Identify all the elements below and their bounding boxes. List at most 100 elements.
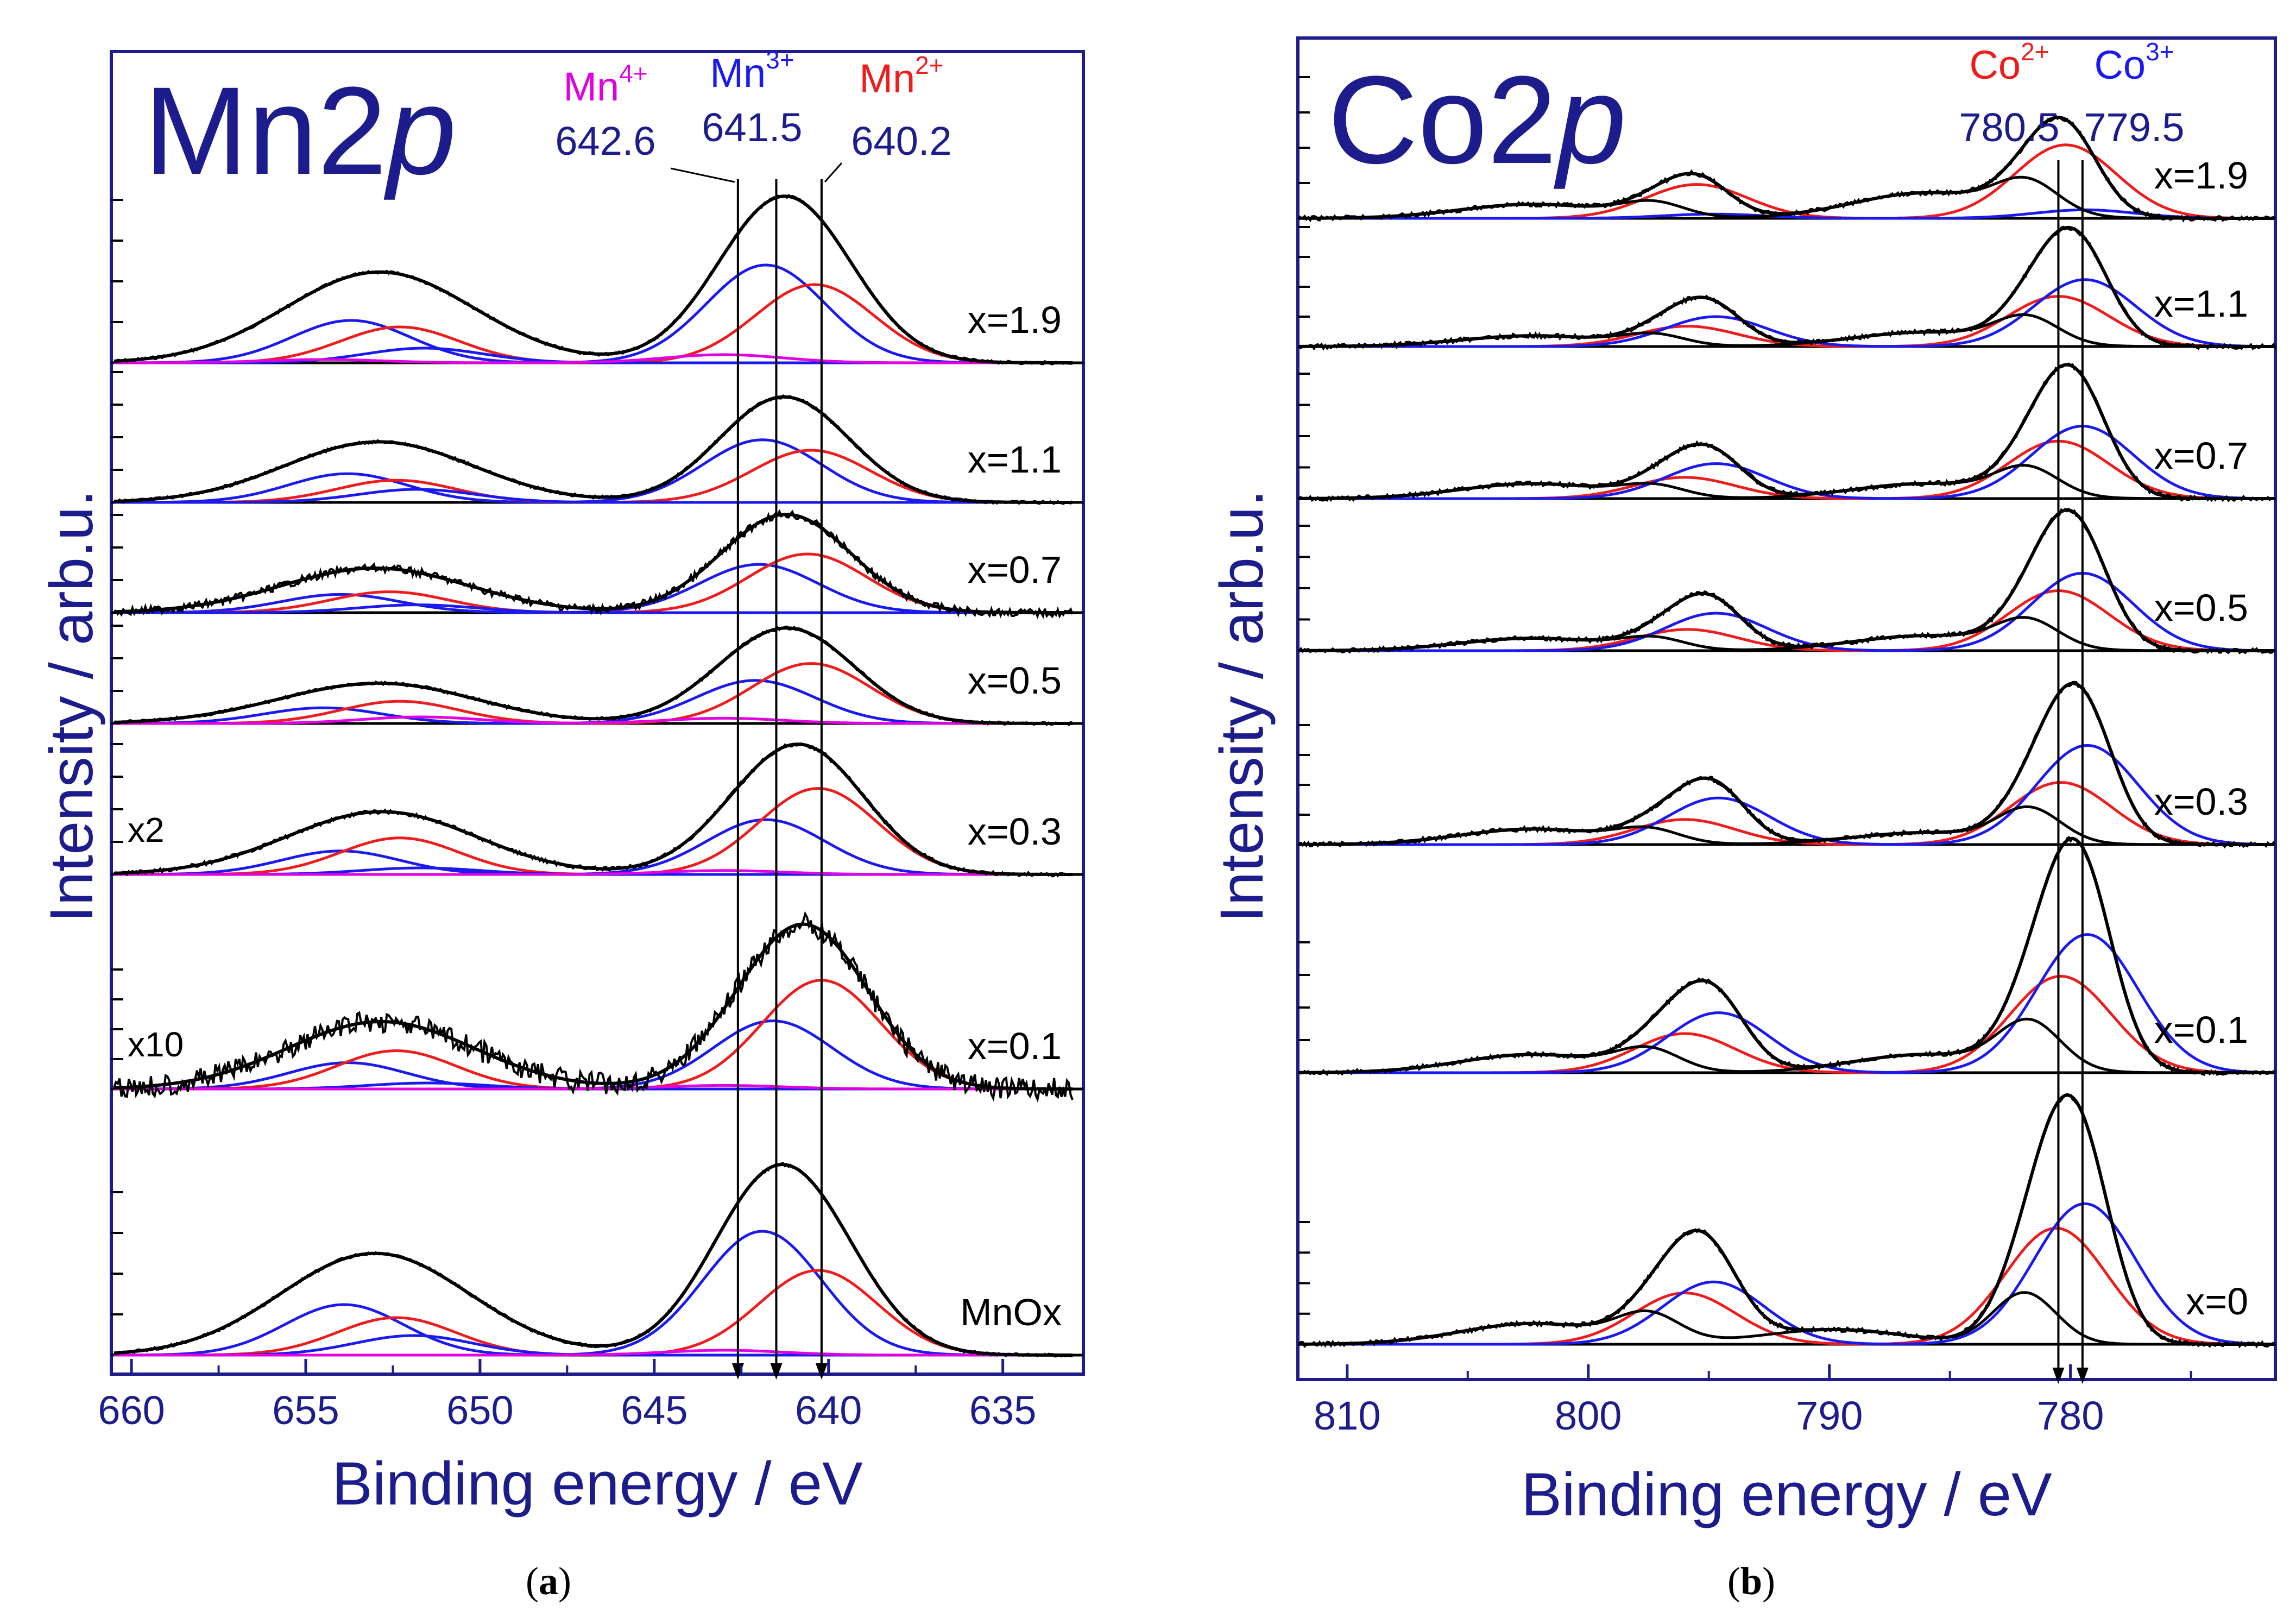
panel-b-co2p: x=1.9 x=1.1 x=0.7 x=0.5 x=0.3 x=0.1 x=0 Co2+ 78…	[1208, 36, 2277, 1603]
spectrum-label: x=1.1	[2154, 282, 2248, 325]
spectrum-x=0.1: x=0.1 x10	[111, 911, 1083, 1103]
experimental-curve	[1298, 362, 2276, 502]
marker-leader	[824, 162, 843, 182]
experimental-curve	[113, 509, 1074, 620]
panel-a-peak-markers: Mn4+ 642.6 Mn3+ 641.5 Mn2+ 640.2	[555, 46, 952, 1380]
experimental-curve	[1298, 1092, 2276, 1349]
x-tick-label: 640	[795, 1388, 862, 1433]
marker-energy-label: 779.5	[2084, 105, 2184, 150]
marker-species-label: Co3+	[2094, 37, 2174, 87]
spectrum-label: x=1.9	[2154, 154, 2248, 197]
spectrum-x=0.7: x=0.7	[111, 509, 1083, 620]
x-tick-label: 780	[2037, 1393, 2104, 1438]
panel-b-spectra: x=1.9 x=1.1 x=0.7 x=0.5 x=0.3 x=0.1 x=0	[1298, 76, 2276, 1349]
spectrum-x=1.1: x=1.1	[111, 371, 1083, 505]
peak-marker-Mn2+: Mn2+ 640.2	[815, 51, 952, 1380]
spectrum-label: x=0.1	[968, 1025, 1062, 1067]
panel-b-x-axis-label: Binding energy / eV	[1521, 1460, 2052, 1528]
fit-envelope	[113, 922, 1073, 1091]
component-Mn4+	[114, 1349, 1073, 1357]
component-Co2+	[1299, 781, 2275, 846]
fit-envelope	[1299, 508, 2275, 652]
multiplier-label: x2	[128, 810, 165, 849]
spectrum-label: x=0.7	[2154, 435, 2248, 477]
component-Mn3+	[114, 679, 1073, 725]
spectrum-label: x=1.9	[968, 299, 1062, 341]
x-tick-label: 660	[98, 1388, 165, 1433]
marker-energy-label: 640.2	[851, 118, 951, 163]
panel-b-y-axis-label: Intensity / arb.u.	[1208, 490, 1276, 923]
spectrum-label: x=1.1	[968, 438, 1062, 481]
component-Co3+	[1299, 425, 2275, 500]
panel-a-title: Mn2p	[144, 61, 456, 200]
spectrum-label: x=0	[2186, 1280, 2248, 1323]
panel-a-frame	[110, 50, 1085, 1376]
component-Co3+	[1299, 571, 2275, 652]
fit-envelope	[1298, 115, 2275, 220]
x-tick-label: 635	[969, 1388, 1036, 1433]
x-tick-label: 810	[1314, 1393, 1380, 1438]
component-Mn3+	[113, 1230, 1073, 1357]
x-tick-label: 655	[272, 1388, 339, 1433]
spectrum-x=1.9: x=1.9	[111, 194, 1083, 366]
experimental-curve	[1298, 681, 2276, 849]
x-tick-label: 790	[1796, 1393, 1863, 1438]
spectrum-MnOx: MnOx	[111, 1162, 1083, 1358]
spectrum-label: x=0.5	[2154, 587, 2248, 629]
panel-a-caption-text: (a)	[526, 1559, 571, 1603]
fit-envelope	[113, 194, 1073, 364]
experimental-curve	[113, 194, 1073, 366]
fit-envelope	[113, 513, 1073, 614]
x-tick-label: 650	[446, 1388, 513, 1433]
component-Mn4+	[114, 869, 1073, 876]
multiplier-label: x10	[128, 1025, 184, 1064]
marker-arrow	[770, 1363, 783, 1380]
x-tick-label: 645	[621, 1388, 687, 1433]
experimental-curve	[1298, 225, 2276, 351]
fit-envelope	[1298, 363, 2275, 500]
fit-envelope	[1299, 682, 2275, 846]
spectrum-label: x=0.3	[2154, 780, 2248, 823]
marker-species-label: Mn2+	[859, 51, 943, 101]
marker-energy-label: 642.6	[555, 118, 655, 163]
marker-leader	[670, 167, 735, 183]
spectrum-x=0: x=0	[1298, 1092, 2276, 1349]
component-Co3+	[1299, 1202, 2276, 1346]
spectrum-label: x=0.1	[2154, 1009, 2248, 1051]
component-Mn2+	[114, 1269, 1073, 1357]
marker-arrow	[2052, 1368, 2065, 1384]
experimental-curve	[1298, 507, 2276, 654]
fit-envelope	[113, 1163, 1073, 1357]
panel-a-y-axis-label: Intensity / arb.u.	[37, 490, 105, 923]
component-Mn4+	[114, 353, 1073, 364]
component-Co3+	[1299, 208, 2275, 220]
spectrum-label: x=0.7	[968, 549, 1062, 591]
component-Mn2+	[114, 787, 1073, 876]
spectrum-x=0.3: x=0.3	[1298, 681, 2276, 849]
peak-marker-Co3+: Co3+ 779.5	[2076, 37, 2185, 1384]
panel-b-caption-text: (b)	[1727, 1559, 1775, 1603]
component-Mn4+	[114, 1084, 1073, 1091]
spectrum-x=1.1: x=1.1	[1298, 225, 2276, 351]
x-tick-label: 800	[1555, 1393, 1622, 1438]
panel-a-spectra: x=1.9 x=1.1 x=0.7 x=0.5 x=0.3 x2 x=0.1 x10 MnOx	[111, 194, 1083, 1358]
spectrum-x=0.3: x=0.3 x2	[111, 742, 1083, 878]
experimental-curve	[113, 394, 1074, 505]
fit-envelope	[113, 395, 1073, 504]
component-Mn4+	[114, 715, 1073, 725]
spectrum-x=0.5: x=0.5	[1298, 507, 2276, 654]
panel-b-peak-markers: Co2+ 780.5 Co3+ 779.5	[1959, 37, 2185, 1384]
panel-b-frame	[1296, 36, 2277, 1381]
panel-b-x-ticks: 810 800 790 780	[1314, 1364, 2192, 1438]
panel-b-title: Co2p	[1328, 50, 1626, 190]
fit-envelope	[113, 742, 1073, 876]
fit-envelope	[1299, 1093, 2275, 1346]
fit-envelope	[1299, 836, 2275, 1074]
experimental-curve	[113, 911, 1074, 1103]
spectrum-label: x=0.5	[968, 659, 1062, 702]
panel-a-x-axis-label: Binding energy / eV	[332, 1450, 863, 1518]
spectrum-x=1.9: x=1.9	[1298, 76, 2276, 223]
marker-arrow	[815, 1363, 828, 1380]
spectrum-label: MnOx	[960, 1291, 1062, 1333]
